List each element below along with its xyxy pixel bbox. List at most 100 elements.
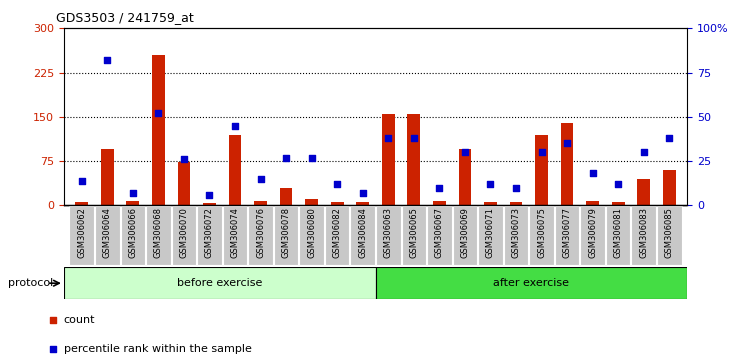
Point [484, 181, 496, 187]
FancyBboxPatch shape [146, 206, 170, 265]
Point [357, 190, 369, 196]
Bar [75, 202, 88, 205]
Point [204, 192, 216, 198]
Point [638, 149, 650, 155]
Point [535, 149, 547, 155]
Bar [484, 202, 497, 205]
Bar [177, 162, 190, 205]
FancyBboxPatch shape [376, 267, 687, 299]
FancyBboxPatch shape [223, 206, 247, 265]
FancyBboxPatch shape [606, 206, 630, 265]
Bar [228, 135, 241, 205]
Text: GSM306082: GSM306082 [333, 207, 342, 258]
Text: GSM306075: GSM306075 [537, 207, 546, 258]
Text: GSM306062: GSM306062 [77, 207, 86, 258]
Point [612, 181, 624, 187]
FancyBboxPatch shape [504, 206, 528, 265]
FancyBboxPatch shape [300, 206, 324, 265]
Text: GSM306067: GSM306067 [435, 207, 444, 258]
FancyBboxPatch shape [69, 206, 94, 265]
Bar [612, 202, 625, 205]
Text: after exercise: after exercise [493, 278, 569, 288]
Text: GSM306072: GSM306072 [205, 207, 214, 258]
FancyBboxPatch shape [351, 206, 375, 265]
Text: GSM306081: GSM306081 [614, 207, 623, 258]
Bar [587, 201, 599, 205]
Bar [663, 170, 676, 205]
FancyBboxPatch shape [198, 206, 222, 265]
Text: GSM306074: GSM306074 [231, 207, 240, 258]
Point [101, 57, 113, 63]
Point [561, 141, 573, 146]
Text: GSM306080: GSM306080 [307, 207, 316, 258]
Text: GSM306077: GSM306077 [562, 207, 572, 258]
FancyBboxPatch shape [121, 206, 145, 265]
Point [47, 318, 59, 323]
FancyBboxPatch shape [172, 206, 196, 265]
Text: count: count [64, 315, 95, 325]
Bar [408, 114, 421, 205]
Bar [638, 179, 650, 205]
Point [178, 156, 190, 162]
Text: GSM306084: GSM306084 [358, 207, 367, 258]
Point [306, 155, 318, 160]
FancyBboxPatch shape [453, 206, 477, 265]
Bar [459, 149, 472, 205]
Point [408, 135, 420, 141]
Point [433, 185, 445, 190]
Bar [356, 202, 369, 205]
Bar [152, 55, 164, 205]
Bar [561, 123, 574, 205]
Text: GSM306083: GSM306083 [639, 207, 648, 258]
Point [47, 346, 59, 352]
Bar [330, 202, 343, 205]
Text: GDS3503 / 241759_at: GDS3503 / 241759_at [56, 11, 194, 24]
Text: GSM306064: GSM306064 [103, 207, 112, 258]
Text: GSM306079: GSM306079 [588, 207, 597, 258]
Bar [279, 188, 292, 205]
FancyBboxPatch shape [325, 206, 349, 265]
Text: GSM306063: GSM306063 [384, 207, 393, 258]
Bar [535, 135, 548, 205]
Text: GSM306085: GSM306085 [665, 207, 674, 258]
FancyBboxPatch shape [427, 206, 451, 265]
Point [127, 190, 139, 196]
Bar [254, 201, 267, 205]
Text: GSM306066: GSM306066 [128, 207, 137, 258]
FancyBboxPatch shape [95, 206, 119, 265]
Point [382, 135, 394, 141]
Bar [101, 149, 113, 205]
Point [255, 176, 267, 182]
Point [229, 123, 241, 129]
FancyBboxPatch shape [64, 267, 376, 299]
Bar [305, 199, 318, 205]
Bar [203, 203, 216, 205]
FancyBboxPatch shape [249, 206, 273, 265]
Point [76, 178, 88, 183]
Point [510, 185, 522, 190]
Bar [382, 114, 395, 205]
FancyBboxPatch shape [274, 206, 298, 265]
Text: GSM306065: GSM306065 [409, 207, 418, 258]
Text: GSM306078: GSM306078 [282, 207, 291, 258]
Text: GSM306070: GSM306070 [179, 207, 189, 258]
FancyBboxPatch shape [402, 206, 426, 265]
Point [587, 171, 599, 176]
Bar [433, 201, 446, 205]
Text: GSM306069: GSM306069 [460, 207, 469, 258]
Text: GSM306076: GSM306076 [256, 207, 265, 258]
FancyBboxPatch shape [376, 206, 400, 265]
Text: GSM306073: GSM306073 [511, 207, 520, 258]
Point [280, 155, 292, 160]
Text: GSM306068: GSM306068 [154, 207, 163, 258]
Text: protocol: protocol [8, 278, 53, 288]
FancyBboxPatch shape [657, 206, 682, 265]
Point [663, 135, 675, 141]
FancyBboxPatch shape [632, 206, 656, 265]
FancyBboxPatch shape [478, 206, 502, 265]
FancyBboxPatch shape [555, 206, 579, 265]
FancyBboxPatch shape [529, 206, 553, 265]
Point [459, 149, 471, 155]
Bar [126, 201, 139, 205]
Text: GSM306071: GSM306071 [486, 207, 495, 258]
